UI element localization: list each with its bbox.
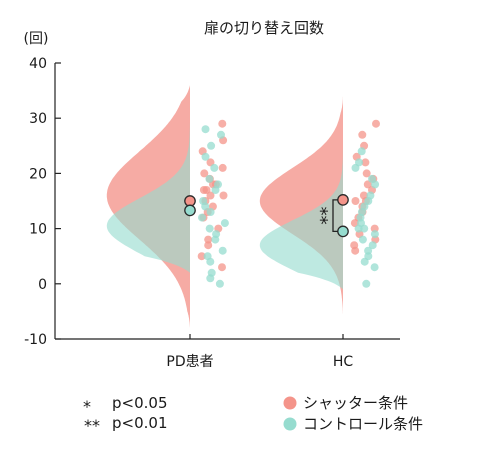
point-shutter: [199, 186, 208, 194]
point-control: [211, 186, 220, 194]
point-control: [206, 274, 215, 283]
point-shutter: [218, 263, 226, 272]
point-control: [362, 279, 371, 288]
legend-label-control: コントロール条件: [303, 415, 423, 433]
density-control: [106, 112, 190, 273]
point-control: [201, 125, 210, 134]
point-control: [205, 224, 214, 233]
point-control: [201, 202, 210, 211]
point-shutter: [363, 180, 372, 189]
point-control: [354, 224, 363, 233]
mean-marker-control: [184, 204, 196, 217]
point-control: [207, 141, 216, 150]
density-shutter: [259, 96, 343, 317]
point-shutter: [206, 191, 215, 200]
y-axis-unit: (回): [24, 31, 49, 47]
point-control: [358, 235, 367, 244]
point-shutter: [218, 163, 227, 172]
y-tick-label: -10: [24, 332, 47, 348]
point-control: [370, 230, 379, 239]
point-shutter: [204, 235, 213, 244]
significance-label: **: [310, 207, 331, 225]
y-tick-label: 40: [29, 56, 47, 72]
y-tick-label: 10: [29, 222, 47, 238]
point-shutter: [219, 191, 228, 200]
point-control: [210, 163, 219, 172]
point-control: [211, 235, 220, 244]
x-axis-ticks: PD患者 HC: [166, 334, 353, 370]
legend-marker-shutter: [283, 396, 297, 410]
note-text-p005: p<0.05: [112, 394, 168, 412]
y-tick-label: 20: [29, 166, 47, 182]
point-control: [370, 263, 379, 272]
point-shutter: [204, 241, 213, 250]
point-shutter: [200, 169, 209, 178]
note-symbol-double: **: [84, 416, 100, 435]
point-shutter: [372, 119, 380, 128]
y-tick-label: 30: [29, 111, 47, 127]
x-tick-label: PD患者: [166, 354, 213, 370]
point-control: [215, 279, 224, 288]
point-shutter: [351, 246, 360, 255]
x-tick-label: HC: [333, 354, 354, 370]
point-control: [201, 152, 210, 161]
point-control: [198, 213, 206, 222]
density-control: [259, 118, 343, 290]
significance-bracket: [332, 199, 338, 233]
legend-label-shutter: シャッター条件: [303, 394, 408, 412]
mean-marker-shutter: [337, 194, 349, 206]
point-shutter: [351, 197, 360, 205]
point-shutter: [218, 119, 227, 128]
point-shutter: [361, 158, 370, 167]
note-symbol-single: *: [83, 397, 91, 416]
point-control: [351, 163, 360, 172]
y-axis: -10 0 10 20 30 40: [24, 56, 400, 348]
point-control: [206, 208, 215, 216]
point-shutter: [362, 169, 371, 178]
point-control: [357, 147, 366, 156]
plot-area: **: [106, 85, 380, 328]
point-control: [220, 219, 229, 228]
mean-marker-control: [337, 225, 349, 238]
point-control: [218, 246, 227, 255]
point-shutter: [358, 130, 367, 139]
point-control: [206, 257, 215, 266]
note-text-p001: p<0.01: [112, 414, 168, 432]
point-control: [360, 224, 369, 233]
chart-title: 扉の切り替え回数: [204, 19, 324, 37]
y-tick-label: 0: [38, 277, 47, 293]
legend-marker-control: [283, 417, 297, 431]
point-control: [360, 257, 369, 266]
point-shutter: [197, 252, 206, 261]
point-control: [368, 241, 377, 250]
point-control: [217, 130, 225, 139]
point-control: [371, 180, 380, 189]
point-control: [205, 174, 214, 183]
